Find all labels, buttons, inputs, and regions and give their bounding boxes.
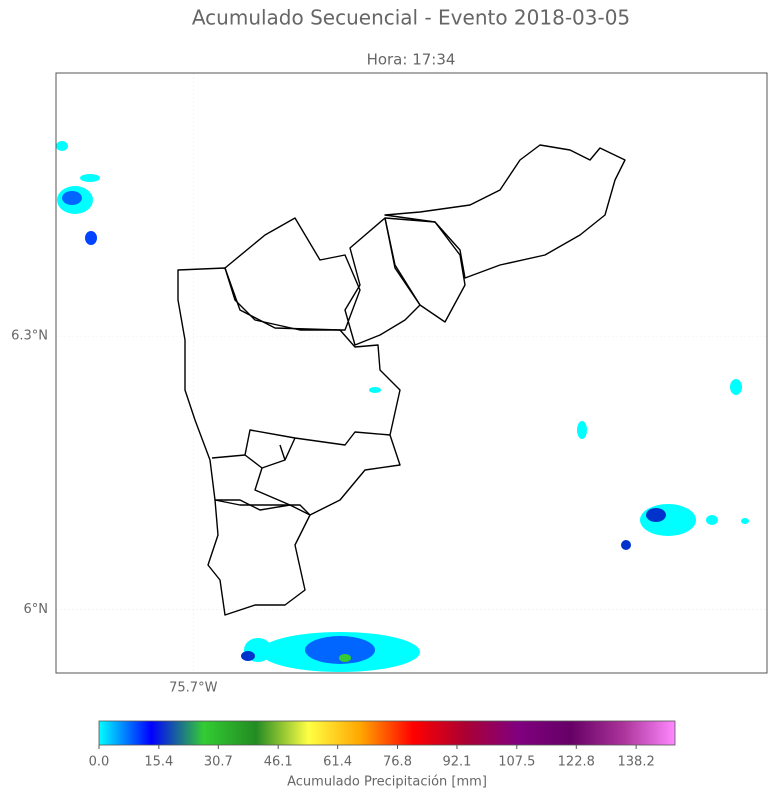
colorbar-tick-label: 61.4 <box>323 755 352 770</box>
colorbar-tick-label: 122.8 <box>558 755 595 770</box>
title: Acumulado Secuencial - Evento 2018-03-05 <box>192 6 630 30</box>
colorbar-tick-label: 30.7 <box>204 755 233 770</box>
colorbar-label: Acumulado Precipitación [mm] <box>287 775 487 790</box>
map-frame <box>55 72 768 674</box>
colorbar-tick-label: 138.2 <box>618 755 655 770</box>
lat-tick-label: 6°N <box>24 602 49 617</box>
colorbar-tick-label: 107.5 <box>498 755 535 770</box>
colorbar-tick-label: 92.1 <box>442 755 471 770</box>
lat-tick-label: 6.3°N <box>11 329 48 344</box>
boundaries <box>177 144 626 616</box>
rain-cells <box>56 141 749 672</box>
colorbar-tick-label: 76.8 <box>383 755 412 770</box>
colorbar-tick-label: 0.0 <box>89 755 110 770</box>
colorbar <box>98 720 676 746</box>
colorbar-tick-label: 15.4 <box>144 755 173 770</box>
colorbar-tick-label: 46.1 <box>264 755 293 770</box>
subtitle: Hora: 17:34 <box>367 51 456 69</box>
lon-tick-label: 75.7°W <box>169 681 217 696</box>
